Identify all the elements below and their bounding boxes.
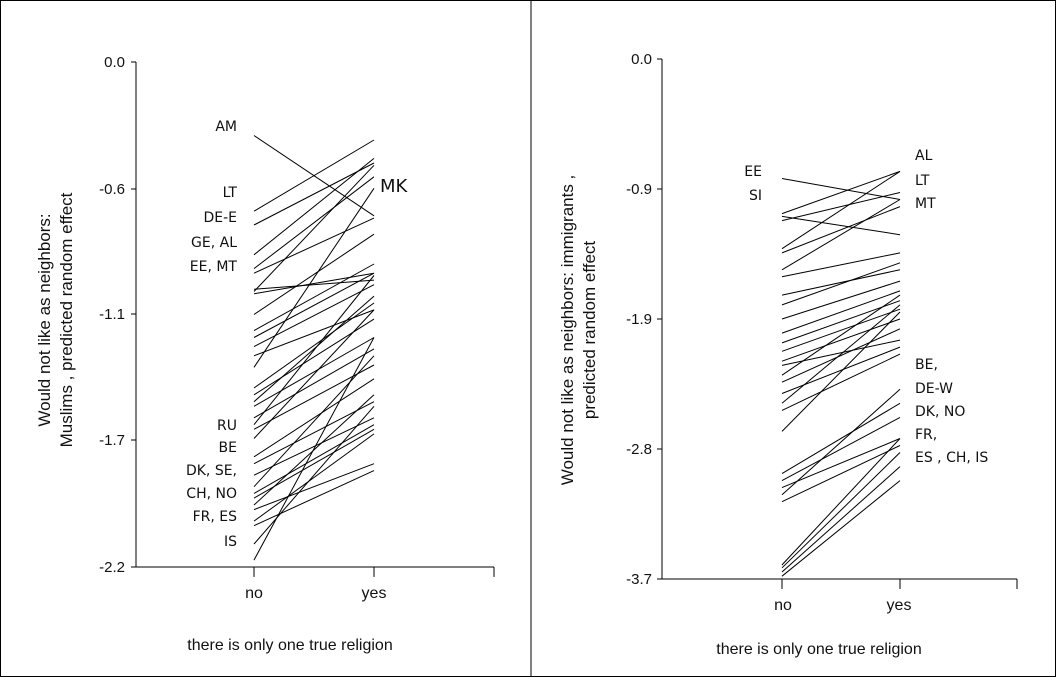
country-label: LT — [915, 173, 930, 189]
x-axis-label: there is only one true religion — [716, 641, 921, 658]
country-label: DK, SE, — [186, 463, 237, 479]
y-axis-label-line2: Muslims , predicted random effect — [57, 192, 76, 447]
country-label: AL — [915, 148, 933, 164]
y-tick-label: -2.2 — [99, 559, 125, 576]
y-tick-label: 0.0 — [104, 54, 125, 71]
y-axis-label-line2: predicted random effect — [580, 241, 599, 420]
country-label: LT — [223, 185, 238, 201]
country-label: AM — [215, 119, 237, 135]
country-label: RU — [217, 418, 237, 434]
y-axis-label-line1: Would not like as neighbors: immigrants … — [558, 175, 577, 486]
country-label: DE-E — [203, 210, 237, 226]
country-label: DE-W — [915, 381, 953, 397]
country-label: GE, AL — [191, 235, 237, 251]
y-tick-label: -0.9 — [626, 181, 652, 198]
country-label: EE — [744, 164, 762, 180]
x-axis-label: there is only one true religion — [187, 637, 392, 654]
country-label: MK — [380, 176, 409, 197]
x-tick-label: yes — [887, 597, 912, 614]
y-tick-label: -2.8 — [626, 441, 652, 458]
country-label: BE, — [915, 357, 938, 373]
x-tick-label: yes — [362, 585, 387, 602]
x-tick-label: no — [245, 585, 263, 602]
country-label: IS — [224, 534, 237, 550]
y-tick-label: -3.7 — [626, 571, 652, 588]
country-label: BE — [219, 440, 237, 456]
country-label: CH, NO — [186, 486, 237, 502]
y-tick-label: 0.0 — [631, 51, 652, 68]
y-tick-label: -1.1 — [99, 306, 125, 323]
y-axis-label-line1: Would not like as neighbors: — [35, 213, 54, 426]
country-label: MT — [915, 196, 936, 212]
country-label: SI — [749, 188, 762, 204]
country-label: DK, NO — [915, 404, 965, 420]
y-tick-label: -1.9 — [626, 311, 652, 328]
x-tick-label: no — [774, 597, 792, 614]
country-label: FR, ES — [193, 509, 238, 525]
country-label: ES , CH, IS — [915, 450, 988, 466]
y-tick-label: -0.6 — [99, 181, 125, 198]
y-tick-label: -1.7 — [99, 432, 125, 449]
country-label: FR, — [915, 427, 937, 443]
country-label: EE, MT — [190, 259, 238, 275]
